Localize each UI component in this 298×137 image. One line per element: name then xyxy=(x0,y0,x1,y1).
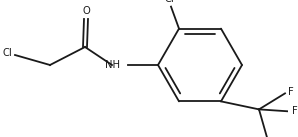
Text: NH: NH xyxy=(105,60,120,70)
Text: Cl: Cl xyxy=(164,0,174,4)
Text: O: O xyxy=(82,6,90,16)
Text: F: F xyxy=(288,87,294,97)
Text: Cl: Cl xyxy=(2,48,12,58)
Text: F: F xyxy=(292,106,298,116)
